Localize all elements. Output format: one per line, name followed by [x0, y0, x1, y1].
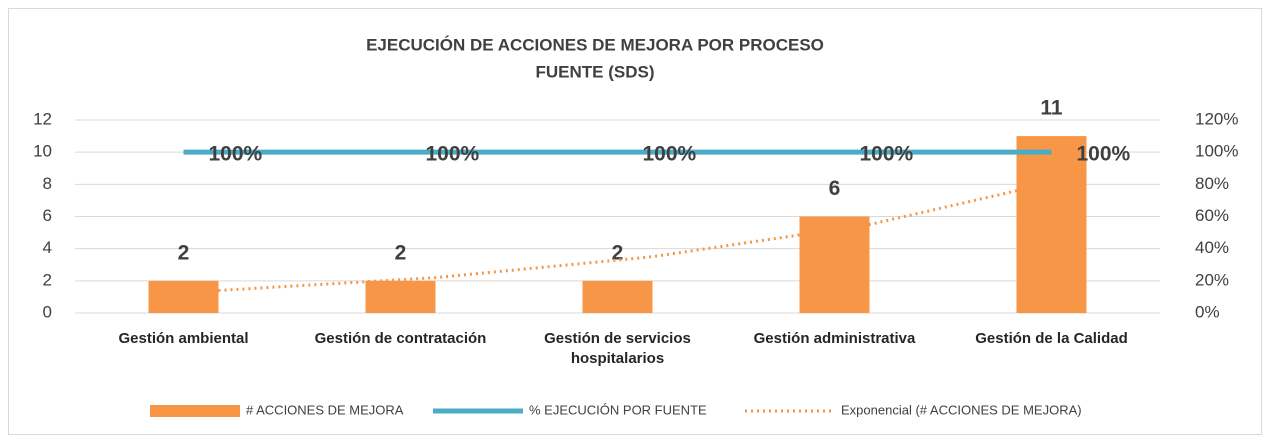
x-tick-label: Gestión administrativa [753, 330, 916, 347]
data-label: 100% [643, 143, 697, 166]
bar [582, 280, 653, 313]
bar [1016, 136, 1087, 313]
y2-tick-label: 120% [1195, 109, 1238, 128]
y2-tick-label: 100% [1195, 142, 1238, 161]
y2-tick-label: 20% [1195, 270, 1229, 289]
y2-tick-label: 40% [1195, 238, 1229, 257]
data-label: 100% [860, 143, 914, 166]
bar [148, 280, 219, 313]
bar [365, 280, 436, 313]
y2-tick-label: 0% [1195, 302, 1220, 321]
y-tick-label: 0 [43, 302, 52, 321]
x-tick-label: Gestión ambiental [118, 330, 249, 347]
data-label: 2 [612, 241, 624, 264]
chart-subtitle: FUENTE (SDS) [536, 62, 655, 81]
y-tick-label: 10 [33, 142, 52, 161]
legend-label: Exponencial (# ACCIONES DE MEJORA) [841, 402, 1082, 417]
y2-tick-label: 60% [1195, 206, 1229, 225]
y-tick-label: 6 [43, 206, 52, 225]
x-tick-label: Gestión de la Calidad [975, 330, 1128, 347]
y-tick-label: 4 [43, 238, 52, 257]
legend-label: % EJECUCIÓN POR FUENTE [529, 402, 707, 417]
x-tick-label: Gestión de servicios hospitalarios [544, 330, 691, 367]
data-label: 11 [1040, 97, 1063, 120]
chart-border [8, 8, 1262, 435]
legend-swatch [150, 405, 240, 417]
trendline [218, 173, 1087, 292]
y2-tick-label: 80% [1195, 174, 1229, 193]
y-tick-label: 8 [43, 174, 52, 193]
chart-title: EJECUCIÓN DE ACCIONES DE MEJORA POR PROC… [366, 35, 824, 54]
data-label: 100% [1077, 143, 1131, 166]
y-tick-label: 2 [43, 270, 52, 289]
data-label: 2 [178, 241, 190, 264]
y-tick-label: 12 [33, 109, 52, 128]
x-tick-label: Gestión de contratación [314, 330, 487, 347]
data-label: 6 [829, 177, 841, 200]
data-label: 100% [426, 143, 480, 166]
legend-label: # ACCIONES DE MEJORA [246, 402, 404, 417]
data-label: 2 [395, 241, 407, 264]
data-label: 100% [209, 143, 263, 166]
